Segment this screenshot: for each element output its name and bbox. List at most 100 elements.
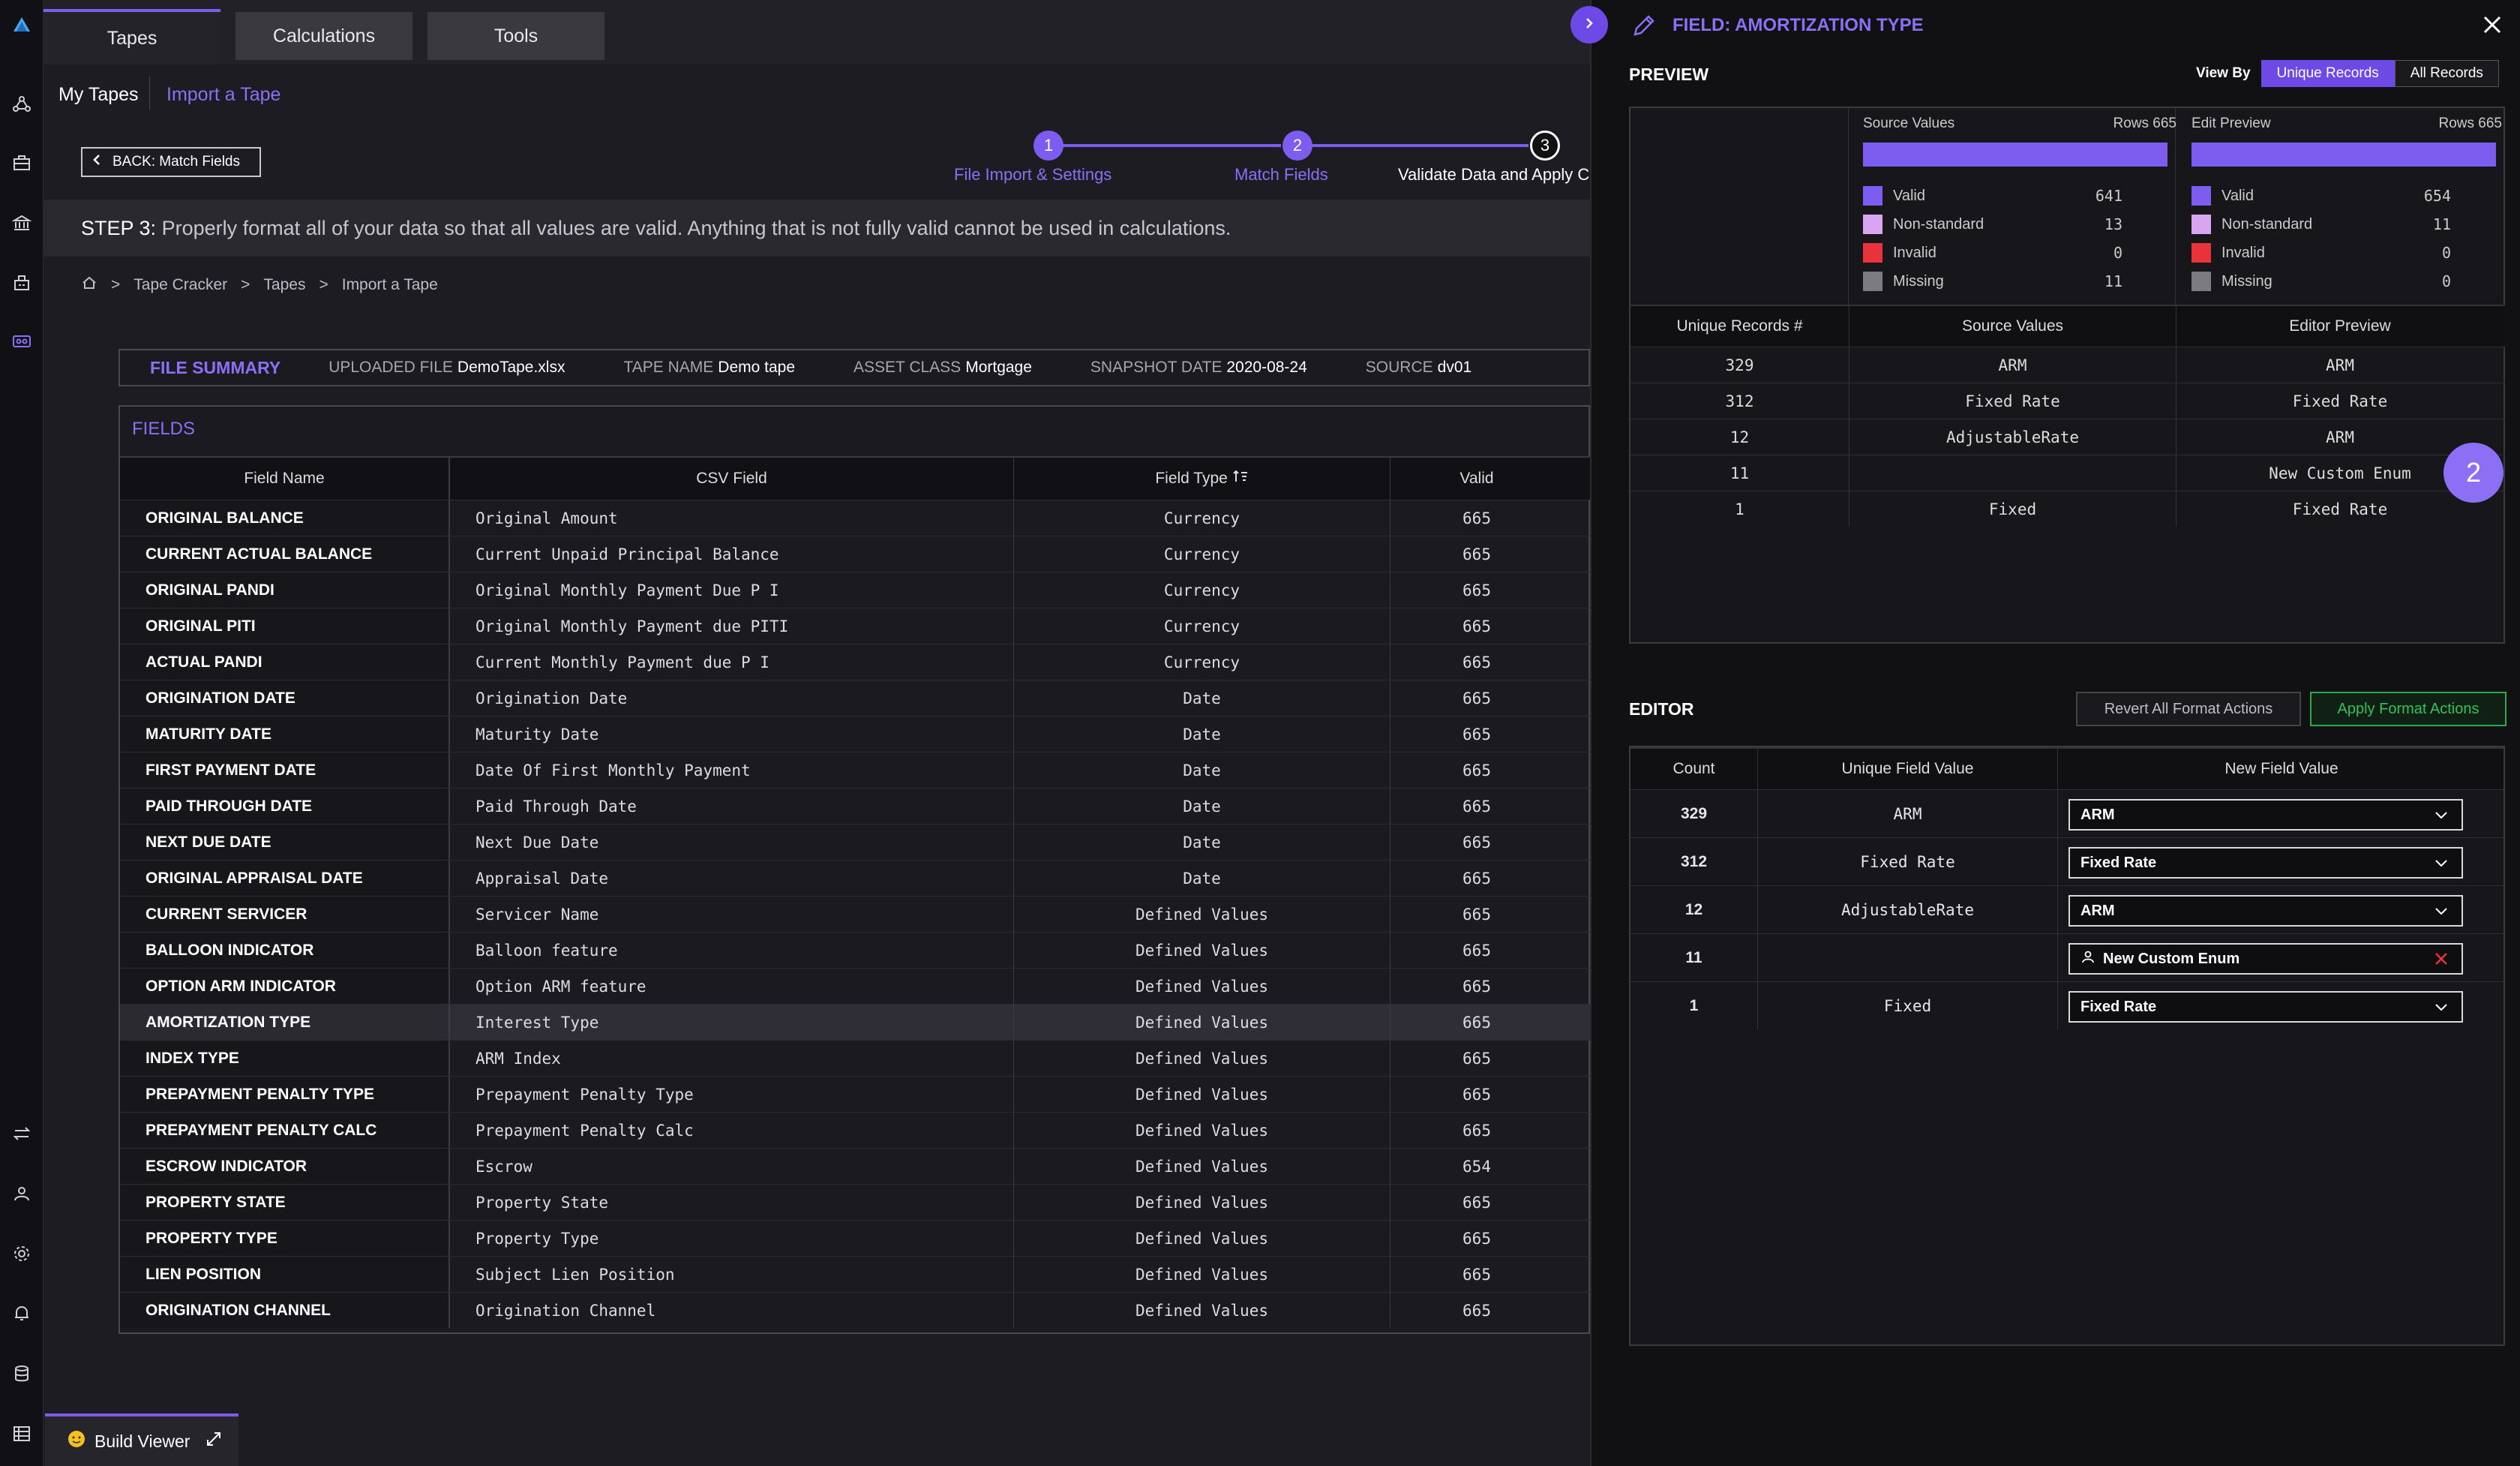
apply-format-actions-button[interactable]: Apply Format Actions [2310,692,2506,726]
table-row[interactable]: ORIGINAL PANDI Original Monthly Payment D… [120,572,1592,608]
table-row[interactable]: CURRENT ACTUAL BALANCE Current Unpaid Pri… [120,536,1592,572]
table-row[interactable]: ORIGINAL BALANCE Original Amount Currency 6… [120,500,1592,536]
view-all-records-button[interactable]: All Records [2394,60,2499,87]
revert-format-actions-button[interactable]: Revert All Format Actions [2076,692,2301,726]
source-rows-count: Rows 665 [2113,116,2177,131]
valid-count-cell: 654 [1462,1157,1491,1176]
table-row[interactable]: MATURITY DATE Maturity Date Date 665 [120,716,1592,752]
table-row[interactable]: PROPERTY TYPE Property Type Defined Values… [120,1220,1592,1256]
new-value-select[interactable]: ARM [2068,895,2463,927]
back-button[interactable]: BACK: Match Fields [81,147,261,177]
header-field-name[interactable]: Field Name [120,458,450,500]
editor-row: 12 AdjustableRate ARM [1630,885,2504,933]
table-row[interactable]: PAID THROUGH DATE Paid Through Date Date 66… [120,788,1592,824]
table-row[interactable]: CURRENT SERVICER Servicer Name Defined Val… [120,896,1592,932]
field-name-cell: PREPAYMENT PENALTY CALC [120,1113,450,1148]
building-icon[interactable] [10,272,33,294]
table-icon[interactable] [10,1422,33,1445]
bank-icon[interactable] [10,212,33,234]
panel-title: FIELD: AMORTIZATION TYPE [1672,15,1924,35]
field-type-cell: Defined Values [1014,1257,1390,1292]
new-value-select[interactable]: Fixed Rate [2068,991,2463,1023]
table-row[interactable]: OPTION ARM INDICATOR Option ARM feature De… [120,968,1592,1004]
step-1-label[interactable]: File Import & Settings [954,165,1112,184]
header-valid[interactable]: Valid [1460,470,1494,487]
table-row[interactable]: NEXT DUE DATE Next Due Date Date 665 [120,824,1592,860]
breadcrumb: > Tape Cracker > Tapes > Import a Tape [81,275,438,296]
header-new-field-value: New Field Value [2224,760,2338,777]
chevron-left-icon [92,154,104,170]
view-unique-records-button[interactable]: Unique Records [2260,60,2395,87]
csv-field-cell: Prepayment Penalty Calc [450,1113,1014,1148]
tab-calculations[interactable]: Calculations [236,12,412,60]
tab-tapes[interactable]: Tapes [44,9,220,65]
tape-icon[interactable] [10,330,33,353]
editor-preview-cell: Fixed Rate [2292,500,2388,518]
home-icon[interactable] [81,275,98,296]
user-shield-icon[interactable] [10,1182,33,1205]
step-badge[interactable]: 2 [2444,443,2504,503]
valid-count-cell: 665 [1462,797,1491,816]
new-value-select[interactable]: Fixed Rate [2068,847,2463,879]
table-row[interactable]: ORIGINATION DATE Origination Date Date 665 [120,680,1592,716]
header-field-type[interactable]: Field Type [1014,458,1390,500]
table-row[interactable]: ACTUAL PANDI Current Monthly Payment due … [120,644,1592,680]
gear-icon[interactable] [10,1242,33,1265]
table-row[interactable]: FIRST PAYMENT DATE Date Of First Monthly … [120,752,1592,788]
field-type-cell: Defined Values [1014,1005,1390,1040]
build-viewer-button[interactable]: Build Viewer [45,1413,238,1466]
table-row[interactable]: BALLOON INDICATOR Balloon feature Defined … [120,932,1592,968]
new-value-select[interactable]: ARM [2068,799,2463,831]
step-2-circle[interactable]: 2 [1282,131,1312,161]
csv-field-cell: ARM Index [450,1041,1014,1076]
clear-icon[interactable] [2433,951,2451,969]
header-csv-field[interactable]: CSV Field [450,458,1014,500]
tab-tools[interactable]: Tools [428,12,604,60]
header-editor-preview: Editor Preview [2289,317,2391,335]
chevron-down-icon[interactable] [2433,903,2451,921]
my-tapes-link[interactable]: My Tapes [58,84,139,105]
step-text: Properly format all of your data so that… [161,216,1232,239]
table-row[interactable]: AMORTIZATION TYPE Interest Type Defined Va… [120,1004,1592,1040]
chevron-down-icon[interactable] [2433,807,2451,825]
table-row[interactable]: ORIGINAL APPRAISAL DATE Appraisal Date Dat… [120,860,1592,896]
briefcase-icon[interactable] [10,152,33,174]
valid-count-cell: 665 [1462,617,1491,635]
transfer-icon[interactable] [10,1122,33,1145]
legend-valid: Valid 654 [2192,185,2496,207]
import-tape-link[interactable]: Import a Tape [166,84,281,105]
expand-icon[interactable] [205,1430,223,1452]
bell-icon[interactable] [10,1302,33,1325]
field-type-cell: Defined Values [1014,1113,1390,1148]
valid-count-cell: 665 [1462,905,1491,924]
step-2-label[interactable]: Match Fields [1234,165,1328,184]
editor-row: 329 ARM ARM [1630,789,2504,837]
table-row[interactable]: PROPERTY STATE Property State Defined Valu… [120,1184,1592,1220]
sort-icon[interactable] [1232,469,1249,488]
step-3-label: Validate Data and Apply C [1398,165,1590,184]
breadcrumb-tapes[interactable]: Tapes [263,276,306,293]
database-icon[interactable] [10,1362,33,1385]
edit-rows-count: Rows 665 [2438,116,2503,131]
table-row[interactable]: LIEN POSITION Subject Lien Position Define… [120,1256,1592,1292]
custom-enum-input[interactable]: New Custom Enum [2068,943,2463,975]
table-row[interactable]: PREPAYMENT PENALTY CALC Prepayment Penalt… [120,1112,1592,1148]
collapse-panel-button[interactable] [1570,6,1608,44]
table-row[interactable]: ESCROW INDICATOR Escrow Defined Values 654 [120,1148,1592,1184]
valid-count-cell: 665 [1462,1229,1491,1248]
unique-field-value-cell: AdjustableRate [1758,886,2058,933]
preview-box: Source Values Rows 665 Valid 641 Non-stand… [1629,107,2505,644]
table-row[interactable]: ORIGINAL PITI Original Monthly Payment du… [120,608,1592,644]
table-row[interactable]: INDEX TYPE ARM Index Defined Values 665 [120,1040,1592,1076]
breadcrumb-tape-cracker[interactable]: Tape Cracker [134,276,228,293]
table-row[interactable]: PREPAYMENT PENALTY TYPE Prepayment Penalt… [120,1076,1592,1112]
field-name-cell: CURRENT ACTUAL BALANCE [120,536,450,572]
step-1-circle[interactable]: 1 [1034,131,1064,161]
count-cell: 329 [1630,790,1758,837]
step-3-circle: 3 [1530,131,1560,161]
table-row[interactable]: ORIGINATION CHANNEL Origination Channel De… [120,1292,1592,1328]
close-icon[interactable] [2481,14,2504,40]
chevron-down-icon[interactable] [2433,999,2451,1017]
network-icon[interactable] [10,93,33,116]
chevron-down-icon[interactable] [2433,855,2451,873]
